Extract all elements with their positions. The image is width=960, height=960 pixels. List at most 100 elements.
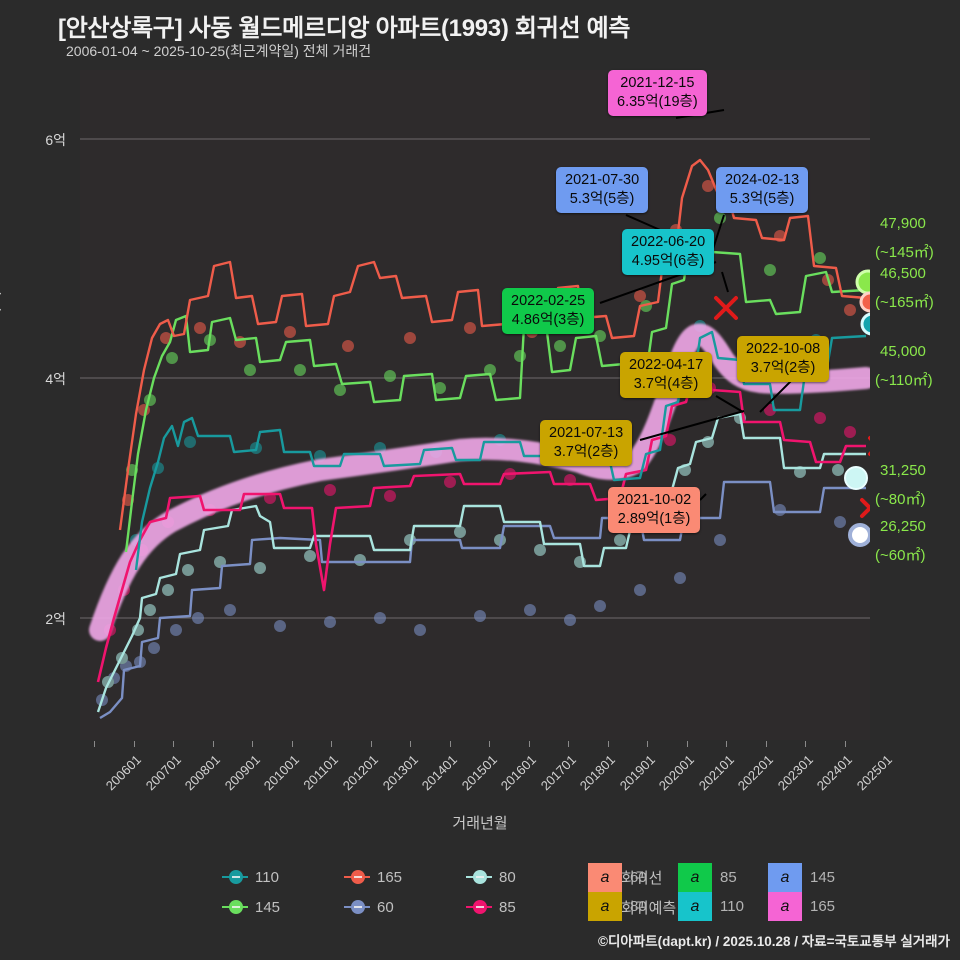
x-tick-label: 201301: [379, 752, 421, 794]
legend-label: 110: [255, 868, 279, 886]
x-tick-mark: [844, 741, 846, 747]
annotation-callout[interactable]: 2021-07-13 3.7억(2층): [540, 420, 633, 467]
annotation-callout[interactable]: 2022-02-25 4.86억(3층): [502, 288, 595, 335]
right-area-label: (~110㎡): [875, 372, 933, 389]
legend-marker-icon: [222, 869, 248, 885]
legend-swatch-80[interactable]: a: [588, 892, 622, 921]
legend-swatch-85[interactable]: a: [678, 863, 712, 892]
annotation-price: 4.86억(3층): [511, 311, 585, 328]
legend-swatch-label: 85: [720, 869, 737, 886]
right-area-label: (~145㎡): [875, 244, 934, 261]
x-tick-mark: [726, 741, 727, 747]
annotation-callout[interactable]: 2021-10-02 2.89억(1층): [608, 487, 701, 534]
legend-swatch-grid: a 60 a 85 a 145 a 80 a 110 a 165: [588, 863, 858, 921]
x-tick-mark: [765, 741, 767, 747]
x-tick-label: 202101: [695, 752, 737, 794]
x-tick-label: 202201: [734, 752, 776, 794]
x-tick-label: 201101: [299, 752, 341, 793]
x-tick-label: 201901: [616, 752, 658, 794]
legend-swatch-165[interactable]: a: [768, 892, 802, 921]
x-tick-label: 201201: [339, 752, 381, 794]
series-line-85: [96, 374, 866, 683]
right-value-label: 47,900: [880, 215, 926, 232]
x-tick-label: 200601: [102, 752, 144, 794]
y-tick-0: 6억: [45, 132, 66, 148]
annotation-price: 5.3억(5층): [569, 190, 635, 207]
annotation-date: 2021-12-15: [620, 75, 695, 91]
right-area-label: (~60㎡): [875, 547, 926, 564]
right-value-label: 31,250: [880, 462, 926, 479]
x-tick-label: 200701: [142, 752, 184, 794]
footer-credit: ©디아파트(dapt.kr) / 2025.10.28 / 자료=국토교통부 실…: [598, 934, 950, 949]
legend-item-110[interactable]: 110: [222, 862, 344, 892]
series-line-110: [134, 330, 867, 571]
x-tick-mark: [805, 741, 806, 747]
annotation-date: 2022-10-08: [746, 341, 821, 357]
y-tick-2: 2억: [45, 611, 66, 627]
annotation-date: 2021-07-13: [549, 425, 624, 441]
x-tick-label: 202501: [853, 752, 895, 794]
annotation-price: 5.3억(5층): [729, 190, 795, 207]
right-value-label: 46,500: [880, 265, 926, 282]
x-tick-mark: [528, 741, 530, 747]
legend-swatch-label: 145: [810, 869, 836, 886]
x-tick-mark: [94, 741, 95, 747]
right-area-label: (~80㎡): [875, 491, 926, 508]
x-tick-label: 202301: [774, 752, 816, 794]
annotation-date: 2024-02-13: [725, 172, 800, 188]
annotation-price: 3.7억(2층): [553, 443, 619, 460]
legend-swatch-60[interactable]: a: [588, 863, 622, 892]
legend-label: 80: [499, 868, 516, 886]
legend-marker-icon: [222, 899, 248, 915]
x-tick-mark: [331, 741, 332, 747]
x-tick-label: 201801: [576, 752, 618, 794]
legend-marker-icon: [344, 899, 370, 915]
x-tick-label: 201001: [260, 752, 302, 794]
legend-swatch-145[interactable]: a: [768, 863, 802, 892]
legend-label: 회귀예측: [621, 899, 677, 917]
x-tick-mark: [568, 741, 569, 747]
legend-marker-icon: [344, 869, 370, 885]
legend-swatch-label: 110: [720, 898, 744, 915]
right-value-label: 45,000: [880, 343, 926, 360]
legend-item-145[interactable]: 145: [222, 892, 344, 922]
x-tick-mark: [410, 741, 411, 747]
annotation-date: 2022-06-20: [631, 234, 706, 250]
x-tick-label: 202401: [813, 752, 855, 794]
right-value-label: 26,250: [880, 518, 926, 535]
series-line-60: [99, 480, 866, 720]
annotation-callout[interactable]: 2022-10-08 3.7억(2층): [737, 336, 830, 383]
right-area-label: (~165㎡): [875, 294, 934, 311]
legend-item-85[interactable]: 85: [466, 892, 588, 922]
x-tick-mark: [449, 741, 451, 747]
legend-swatch-label: 80: [630, 898, 647, 915]
legend-label: 145: [255, 898, 281, 916]
annotation-callout[interactable]: 2022-04-17 3.7억(4층): [620, 352, 713, 399]
x-tick-label: 201401: [418, 752, 460, 794]
x-tick-mark: [647, 741, 648, 747]
x-tick-label: 201501: [458, 752, 500, 794]
legend-swatch-110[interactable]: a: [678, 892, 712, 921]
annotation-callout[interactable]: 2022-06-20 4.95억(6층): [622, 229, 715, 276]
series-line-145: [124, 234, 867, 553]
x-tick-mark: [489, 741, 490, 747]
legend-marker-icon: [466, 869, 492, 885]
annotation-price: 4.95억(6층): [631, 252, 705, 269]
x-tick-label: 202001: [655, 752, 697, 794]
legend-item-60[interactable]: 60: [344, 892, 466, 922]
legend-swatch-label: 165: [810, 898, 836, 915]
annotation-date: 2021-07-30: [565, 172, 640, 188]
annotation-date: 2022-04-17: [629, 357, 704, 373]
x-axis-title: 거래년월: [452, 815, 508, 832]
annotation-callout[interactable]: 2024-02-13 5.3억(5층): [716, 167, 809, 214]
annotation-date: 2022-02-25: [511, 293, 586, 309]
annotation-callout[interactable]: 2021-07-30 5.3억(5층): [556, 167, 649, 214]
legend-item-80[interactable]: 80: [466, 862, 588, 892]
chart-legend: 110 165 80 회귀선 145 60 85 회귀예측 a 60 a 85 a 145 a 80 a 110…: [0, 862, 960, 924]
legend-label: 165: [377, 868, 403, 886]
legend-item-165[interactable]: 165: [344, 862, 466, 892]
x-tick-mark: [686, 741, 688, 747]
legend-marker-icon: [466, 899, 492, 915]
annotation-callout[interactable]: 2021-12-15 6.35억(19층): [608, 70, 707, 117]
x-tick-mark: [173, 741, 174, 747]
